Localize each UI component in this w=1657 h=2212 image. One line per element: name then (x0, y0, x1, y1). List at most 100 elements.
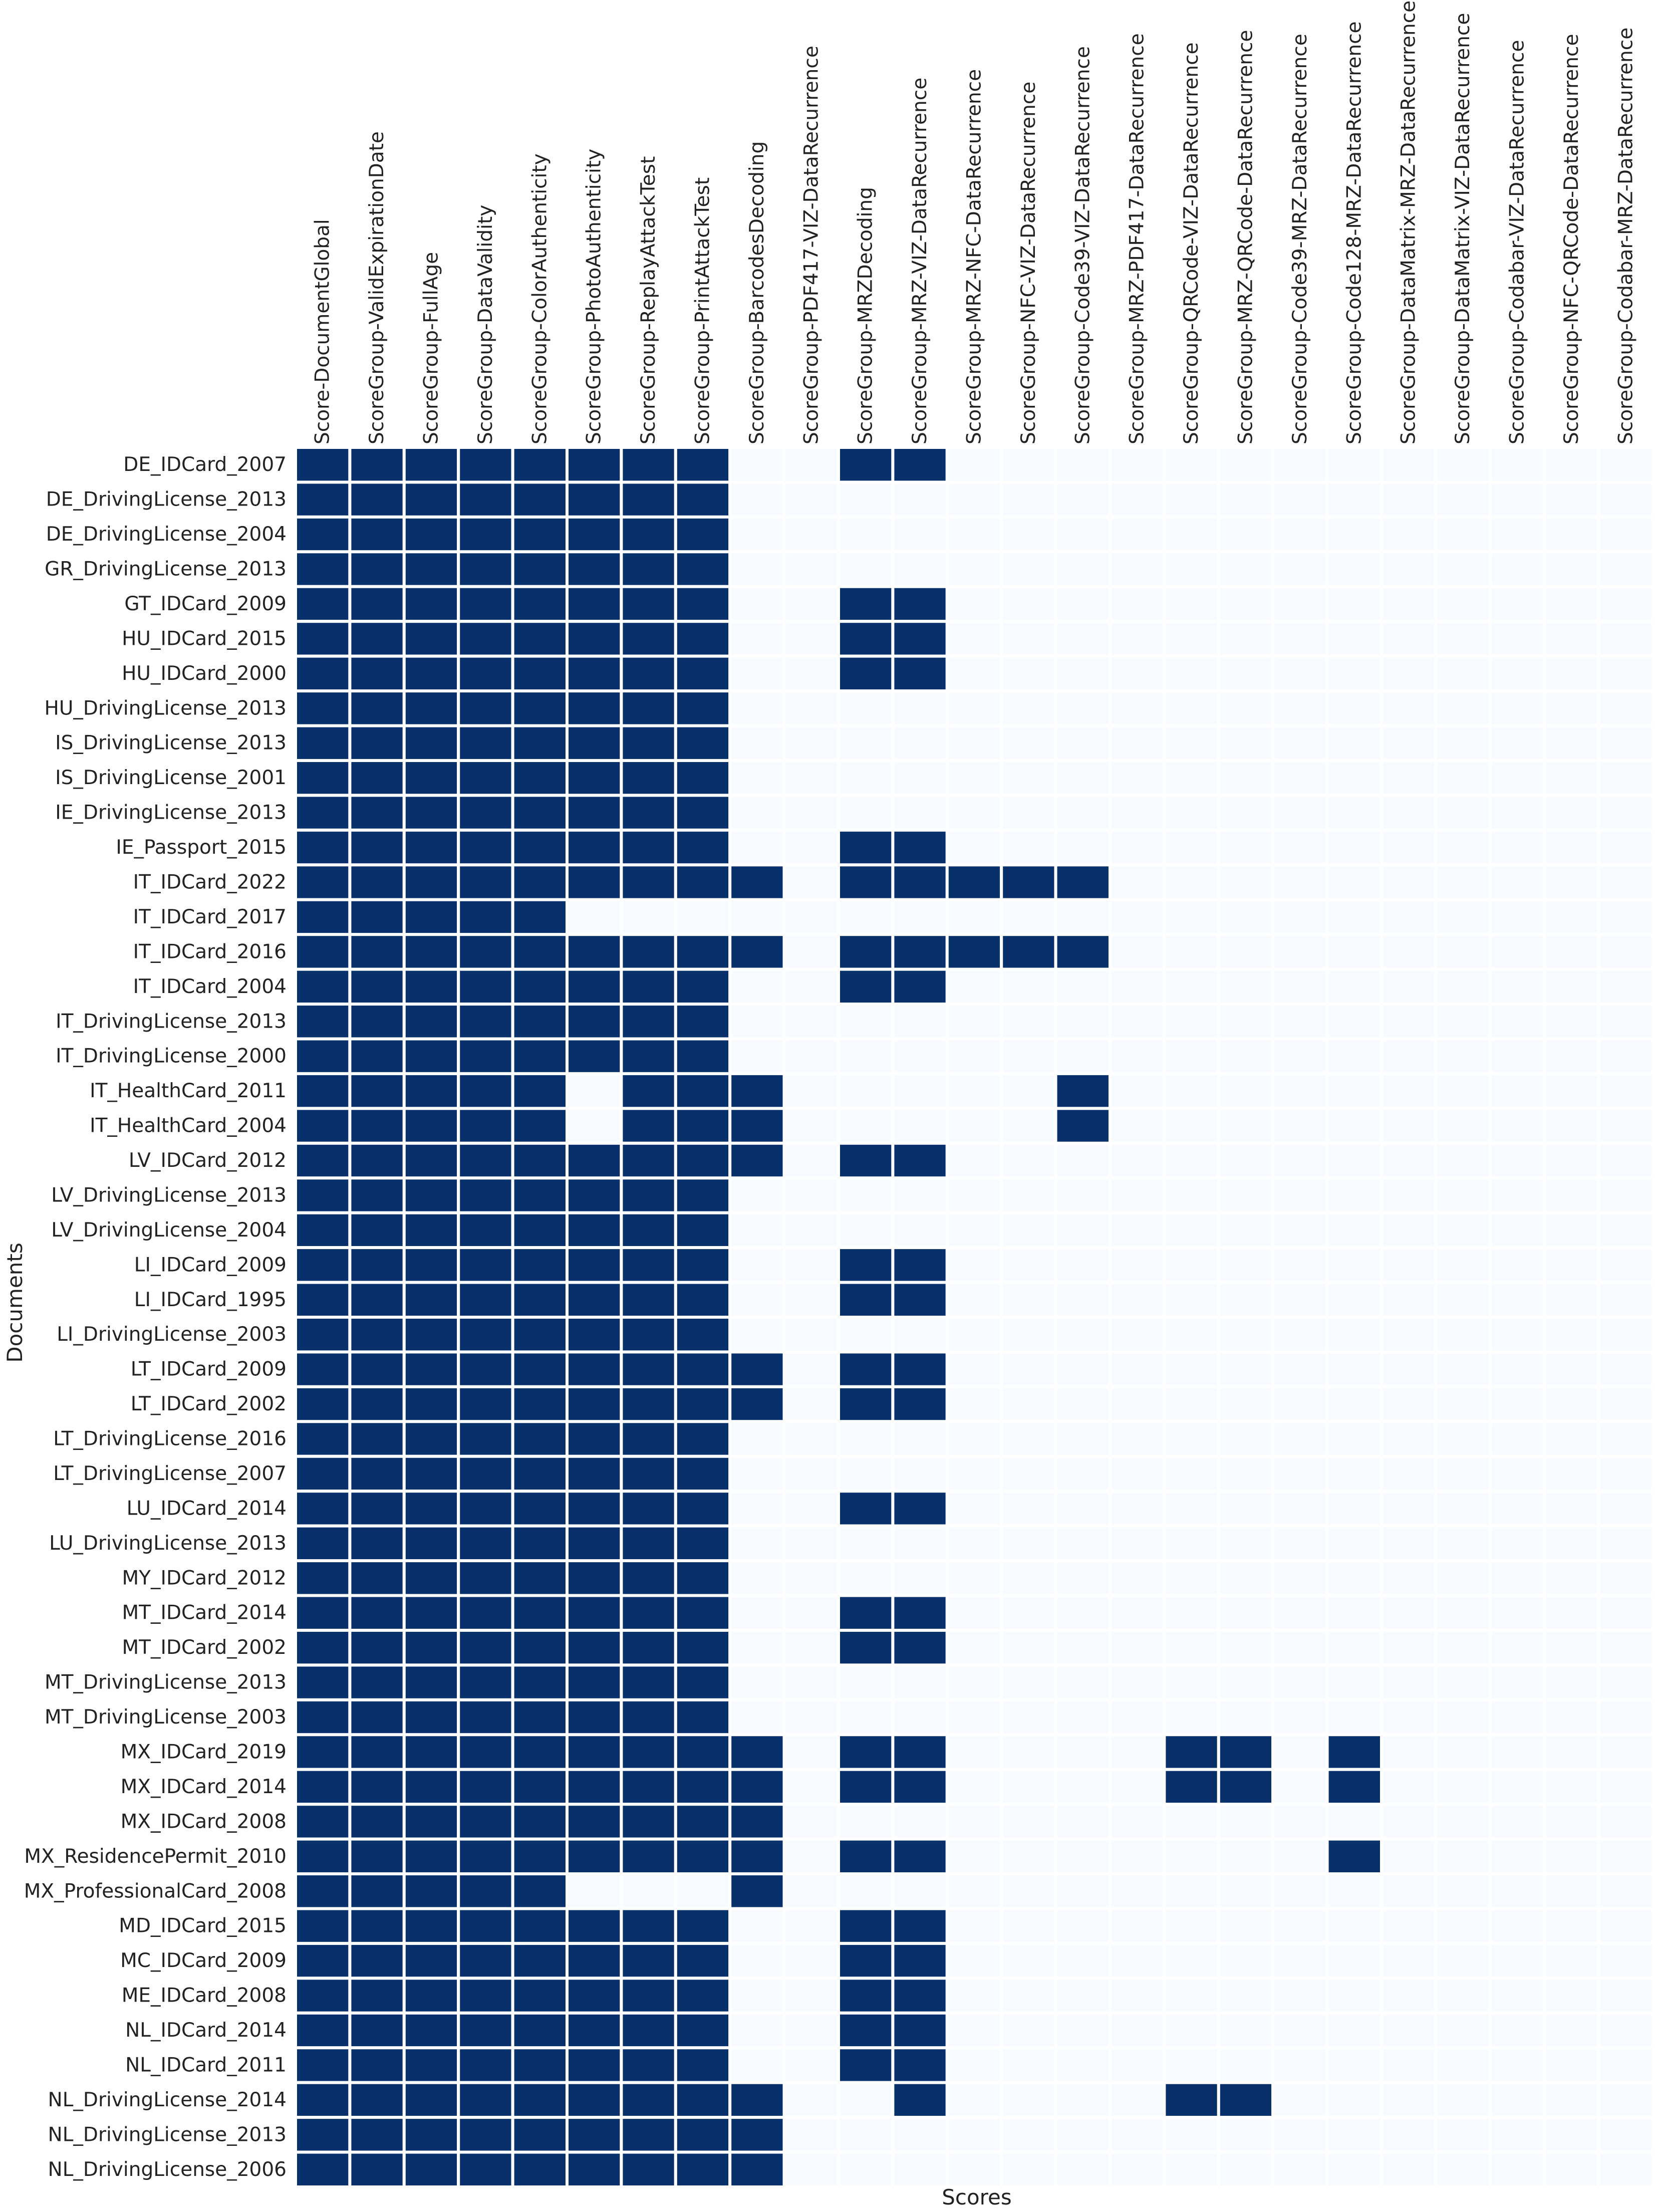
heatmap-cell (1488, 759, 1546, 797)
heatmap-cell (1054, 1907, 1112, 1945)
y-tick-label: MC_IDCard_2009 (120, 1949, 287, 1972)
heatmap-cell (1543, 1698, 1600, 1737)
heatmap-cell (1597, 1211, 1655, 1250)
heatmap-cell (457, 550, 514, 588)
heatmap-cell (1325, 794, 1384, 832)
heatmap-cell (1109, 1559, 1166, 1597)
heatmap-cell (1488, 515, 1546, 554)
heatmap-cell (1325, 1837, 1384, 1876)
heatmap-cell (1597, 1559, 1655, 1597)
heatmap-cell (457, 1176, 514, 1214)
heatmap-cell (566, 933, 623, 971)
heatmap-cell (1488, 1385, 1546, 1423)
heatmap-cell (1271, 794, 1329, 832)
heatmap-cell (348, 1072, 406, 1110)
heatmap-cell (891, 1941, 949, 1980)
heatmap-cell (1163, 1385, 1220, 1423)
x-tick-label: ScoreGroup-Codabar-VIZ-DataRecurrence (1506, 40, 1529, 444)
heatmap-cell (620, 1141, 677, 1180)
heatmap-cell (1325, 828, 1384, 867)
heatmap-cell (891, 1003, 949, 1041)
heatmap-cell (1271, 1977, 1329, 2015)
heatmap-cell (891, 828, 949, 867)
heatmap-cell (1217, 1176, 1275, 1214)
heatmap-cell (402, 585, 460, 623)
heatmap-cell (837, 1941, 895, 1980)
heatmap-cell (620, 898, 677, 936)
heatmap-cell (1217, 2081, 1275, 2119)
heatmap-cell (1109, 1594, 1166, 1632)
heatmap-cell (1217, 1594, 1275, 1632)
heatmap-cell (1217, 1246, 1275, 1284)
heatmap-cell (1488, 1454, 1546, 1493)
heatmap-cell (674, 550, 732, 588)
heatmap-cell (1271, 1803, 1329, 1841)
heatmap-cell (566, 1003, 623, 1041)
heatmap-cell (348, 1316, 406, 1354)
heatmap-cell (402, 1350, 460, 1388)
heatmap-cell (1325, 1246, 1384, 1284)
heatmap-cell (1543, 1141, 1600, 1180)
heatmap-cell (348, 1385, 406, 1423)
heatmap-cell (1543, 585, 1600, 623)
heatmap-cell (945, 1454, 1003, 1493)
heatmap-cell (945, 1977, 1003, 2015)
heatmap-cell (1109, 446, 1166, 484)
heatmap-cell (674, 1977, 732, 2015)
heatmap-cell (1597, 1872, 1655, 1910)
heatmap-cell (674, 759, 732, 797)
heatmap-cell (511, 794, 569, 832)
heatmap-cell (945, 1003, 1003, 1041)
heatmap-cell (348, 689, 406, 727)
heatmap-cell (457, 1454, 514, 1493)
heatmap-cell (1163, 1803, 1220, 1841)
heatmap-cell (945, 1872, 1003, 1910)
heatmap-cell (457, 1350, 514, 1388)
heatmap-cell (674, 1003, 732, 1041)
heatmap-cell (837, 515, 895, 554)
heatmap-cell (402, 1733, 460, 1771)
heatmap-cell (1271, 1281, 1329, 1319)
heatmap-cell (1000, 1454, 1057, 1493)
heatmap-cell (1597, 1385, 1655, 1423)
heatmap-cell (782, 2150, 840, 2189)
heatmap-cell (1543, 480, 1600, 519)
heatmap-cell (1217, 1698, 1275, 1737)
heatmap-cell (674, 654, 732, 693)
heatmap-cell (294, 1907, 352, 1945)
heatmap-cell (511, 1837, 569, 1876)
heatmap-cell (1163, 2116, 1220, 2154)
heatmap-cell (566, 1768, 623, 1806)
heatmap-cell (1217, 1733, 1275, 1771)
y-tick-label: LU_IDCard_2014 (127, 1497, 287, 1520)
heatmap-cell (620, 759, 677, 797)
heatmap-cell (1488, 620, 1546, 658)
heatmap-cell (891, 1490, 949, 1528)
heatmap-cell (1109, 933, 1166, 971)
x-tick-label: ScoreGroup-MRZDecoding (855, 187, 877, 444)
heatmap-cell (294, 1316, 352, 1354)
heatmap-cell (945, 1803, 1003, 1841)
heatmap-cell (728, 1141, 786, 1180)
heatmap-cell (1271, 2011, 1329, 2050)
heatmap-cell (782, 2116, 840, 2154)
heatmap-cell (620, 1454, 677, 1493)
heatmap-cell (294, 1594, 352, 1632)
heatmap-cell (1380, 515, 1438, 554)
heatmap-cell (1543, 1037, 1600, 1075)
heatmap-cell (1380, 759, 1438, 797)
heatmap-cell (837, 1977, 895, 2015)
heatmap-cell (837, 1281, 895, 1319)
x-tick-labels: Score-DocumentGlobal ScoreGroup-ValidExpi… (312, 1, 1637, 444)
heatmap-cell (1163, 759, 1220, 797)
heatmap-cell (674, 1559, 732, 1597)
heatmap-cell (1054, 550, 1112, 588)
heatmap-cell (945, 863, 1003, 901)
heatmap-cell (566, 689, 623, 727)
heatmap-cell (1217, 1559, 1275, 1597)
heatmap-cell (1380, 1524, 1438, 1563)
heatmap-cell (294, 933, 352, 971)
heatmap-cell (674, 1420, 732, 1458)
heatmap-cell (1380, 1211, 1438, 1250)
heatmap-cell (891, 967, 949, 1006)
